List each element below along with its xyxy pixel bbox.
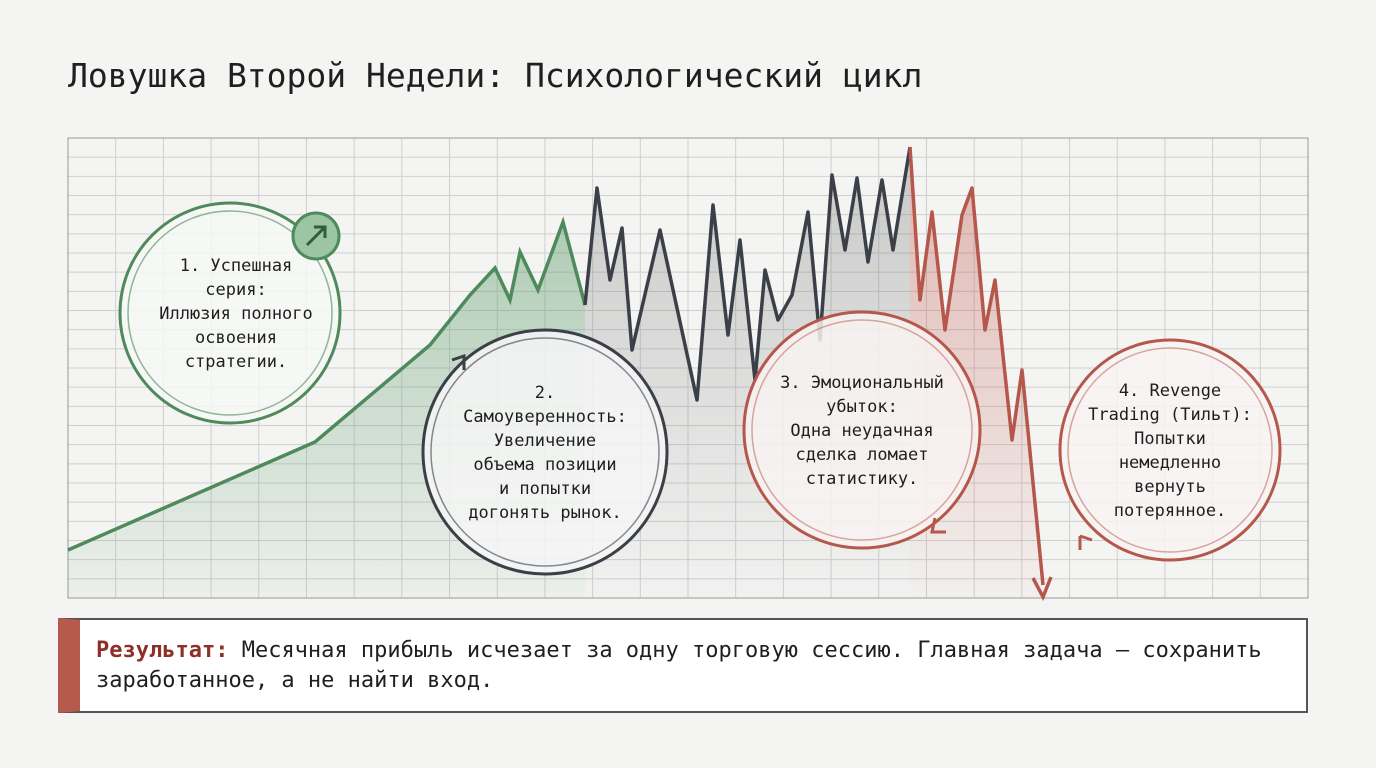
stage-text: Trading (Тильт): [1088, 405, 1252, 425]
stage-text: 2. [535, 383, 555, 403]
stage-text: Попытки [1134, 429, 1206, 449]
stage-text: 3. Эмоциональный [780, 373, 944, 393]
stage-text: освоения [195, 328, 277, 348]
stage-text: серия: [205, 280, 266, 300]
stage-text: убыток: [826, 397, 898, 417]
stage-text: объема позиции [473, 455, 616, 475]
stage-text: 1. Успешная [180, 256, 293, 276]
stage-text: вернуть [1134, 477, 1206, 497]
line-green [67, 216, 587, 552]
stage-circle-3 [742, 310, 982, 550]
title: Ловушка Второй Недели: Психологический ц… [68, 56, 923, 95]
stage-text: сделка ломает [795, 445, 928, 465]
result-text: Месячная прибыль исчезает за одну торгов… [96, 638, 1262, 693]
line-dark [583, 146, 912, 402]
stage-circle-2 [421, 328, 669, 576]
stage-text: догонять рынок. [468, 503, 622, 523]
stage-text: и попытки [499, 479, 591, 499]
stage-text: статистику. [806, 469, 919, 489]
stage-text: стратегии. [185, 352, 287, 372]
stage-circle-1 [118, 201, 342, 425]
arrow-head [1031, 576, 1053, 602]
stage-text: потерянное. [1114, 501, 1227, 521]
stage-text: немедленно [1119, 453, 1221, 473]
result-label: Результат: [96, 638, 229, 663]
stage-text: 4. Revenge [1119, 381, 1221, 401]
line-red [908, 146, 1045, 586]
stage-text: Самоуверенность: [463, 407, 627, 427]
stage-text: Иллюзия полного [159, 304, 313, 324]
stage-text: Одна неудачная [790, 421, 933, 441]
result-box: Результат: Месячная прибыль исчезает за … [58, 618, 1308, 713]
stage-circle-4 [1058, 338, 1282, 562]
stage-text: Увеличение [494, 431, 596, 451]
